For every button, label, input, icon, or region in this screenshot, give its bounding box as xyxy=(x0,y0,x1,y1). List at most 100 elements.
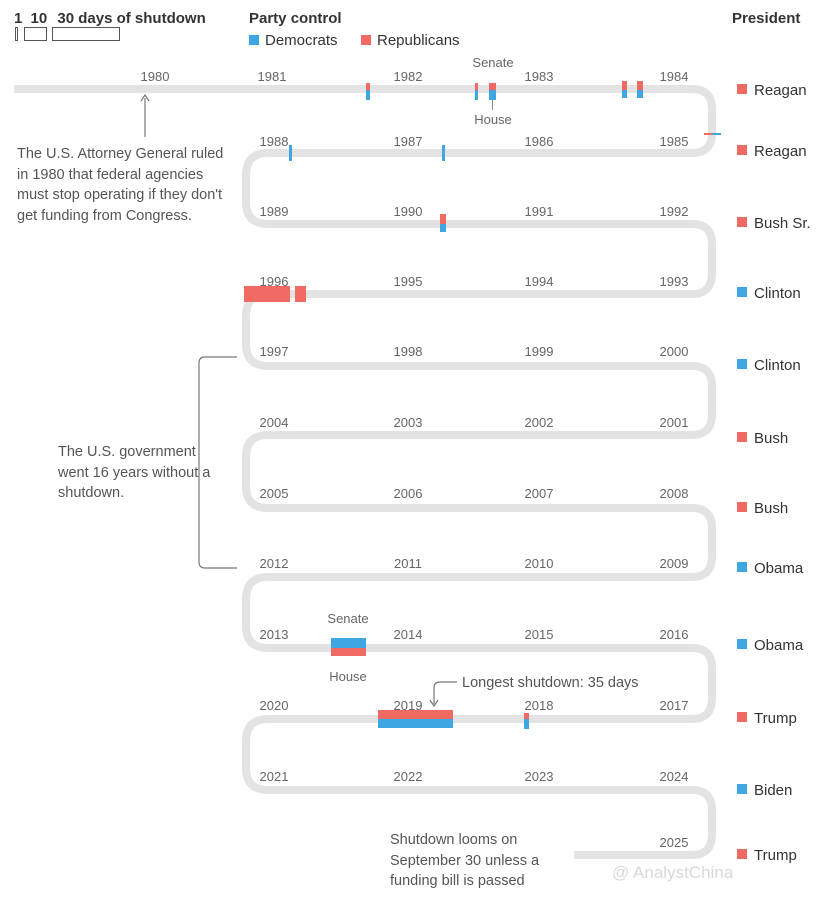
year-label: 2016 xyxy=(659,627,689,642)
year-label: 1987 xyxy=(393,134,423,149)
year-label: 2014 xyxy=(393,627,423,642)
year-label: 1984 xyxy=(659,69,689,84)
year-label: 1985 xyxy=(659,134,689,149)
year-label: 1989 xyxy=(259,204,289,219)
shutdown-bar xyxy=(366,83,370,90)
scale-title: 30 days of shutdown xyxy=(57,10,206,27)
party-swatch xyxy=(737,287,747,297)
year-label: 1997 xyxy=(259,344,289,359)
year-label: 1983 xyxy=(524,69,554,84)
note-2025: Shutdown looms on September 30 unless a … xyxy=(390,832,540,889)
party-swatch xyxy=(737,784,747,794)
president-name: Trump xyxy=(754,710,797,727)
republican-swatch xyxy=(361,35,371,45)
year-label: 2012 xyxy=(259,556,289,571)
watermark: @ AnalystChina xyxy=(612,863,734,882)
shutdown-bar xyxy=(637,81,643,90)
year-label: 2011 xyxy=(394,556,422,571)
shutdown-bar xyxy=(489,90,496,100)
president-name: Bush Sr. xyxy=(754,215,811,232)
year-label: 2004 xyxy=(259,415,289,430)
year-label: 2017 xyxy=(659,698,689,713)
gap-bracket xyxy=(198,356,237,569)
president-row: Bush xyxy=(737,430,788,447)
party-swatch xyxy=(737,84,747,94)
year-label: 1993 xyxy=(659,274,689,289)
longest-leader xyxy=(433,681,457,704)
house-label-2013: House xyxy=(329,669,367,684)
senate-label-1982: Senate xyxy=(472,55,514,70)
president-name: Trump xyxy=(754,847,797,864)
legend-rep-label: Republicans xyxy=(377,32,460,49)
year-label: 1990 xyxy=(393,204,423,219)
year-label: 2015 xyxy=(524,627,554,642)
president-name: Obama xyxy=(754,637,804,654)
president-name: Clinton xyxy=(754,357,801,374)
year-label: 2003 xyxy=(393,415,423,430)
year-label: 1996 xyxy=(259,274,289,289)
longest-arrowhead xyxy=(429,699,439,708)
year-label: 1982 xyxy=(393,69,423,84)
year-label: 2005 xyxy=(259,486,289,501)
year-label: 2024 xyxy=(659,769,689,784)
year-label: 2008 xyxy=(659,486,689,501)
year-label: 2019 xyxy=(393,698,423,713)
scale-box-1 xyxy=(15,27,18,41)
note-1980: The U.S. Attorney General ruled in 1980 … xyxy=(17,146,224,224)
year-label: 2020 xyxy=(259,698,289,713)
party-swatch xyxy=(737,145,747,155)
year-label: 1999 xyxy=(524,344,554,359)
shutdown-bar xyxy=(704,133,714,135)
year-label: 2002 xyxy=(524,415,554,430)
party-control-title: Party control xyxy=(249,10,342,27)
year-label: 1981 xyxy=(257,69,287,84)
year-label: 2018 xyxy=(524,698,554,713)
scale-box-10 xyxy=(24,27,47,41)
note-16-year-gap: The U.S. government went 16 years withou… xyxy=(58,444,211,501)
year-label: 2000 xyxy=(659,344,689,359)
shutdown-bar xyxy=(331,638,366,648)
president-row: Bush Sr. xyxy=(737,215,811,232)
president-name: Biden xyxy=(754,782,793,799)
legend-democrats: Democrats xyxy=(249,32,338,49)
shutdown-bar xyxy=(378,710,453,719)
year-label: 2022 xyxy=(393,769,423,784)
president-row: Clinton xyxy=(737,357,801,374)
year-label: 2021 xyxy=(259,769,289,784)
shutdown-bar xyxy=(475,90,478,100)
president-row: Clinton xyxy=(737,285,801,302)
president-name: Reagan xyxy=(754,82,807,99)
party-swatch xyxy=(737,639,747,649)
shutdown-bar xyxy=(244,286,290,302)
scale-one-label: 1 xyxy=(14,10,23,27)
shutdown-bar xyxy=(475,83,478,90)
president-name: Bush xyxy=(754,500,789,517)
year-label: 1992 xyxy=(659,204,689,219)
year-label: 2001 xyxy=(659,415,689,430)
shutdown-bar xyxy=(622,81,627,90)
legend-dem-label: Democrats xyxy=(265,32,338,49)
president-row: Reagan xyxy=(737,143,807,160)
shutdown-bar xyxy=(442,145,445,161)
shutdown-bar xyxy=(440,214,446,224)
party-swatch xyxy=(737,217,747,227)
party-swatch xyxy=(737,849,747,859)
year-label: 2009 xyxy=(659,556,689,571)
president-row: Obama xyxy=(737,560,803,577)
senate-label-2013: Senate xyxy=(327,611,369,626)
timeline-track xyxy=(14,85,716,859)
year-label: 2023 xyxy=(524,769,554,784)
shutdown-bar xyxy=(331,648,366,656)
year-label: 2025 xyxy=(659,835,689,850)
shutdown-bar xyxy=(295,286,306,302)
year-label: 1994 xyxy=(524,274,554,289)
party-swatch xyxy=(737,712,747,722)
president-name: Clinton xyxy=(754,285,801,302)
year-label: 1986 xyxy=(524,134,554,149)
house-label-1982: House xyxy=(474,112,512,127)
president-row: Trump xyxy=(737,847,797,864)
president-row: Trump xyxy=(737,710,797,727)
shutdown-bar xyxy=(289,145,292,161)
longest-shutdown-label: Longest shutdown: 35 days xyxy=(462,675,639,691)
